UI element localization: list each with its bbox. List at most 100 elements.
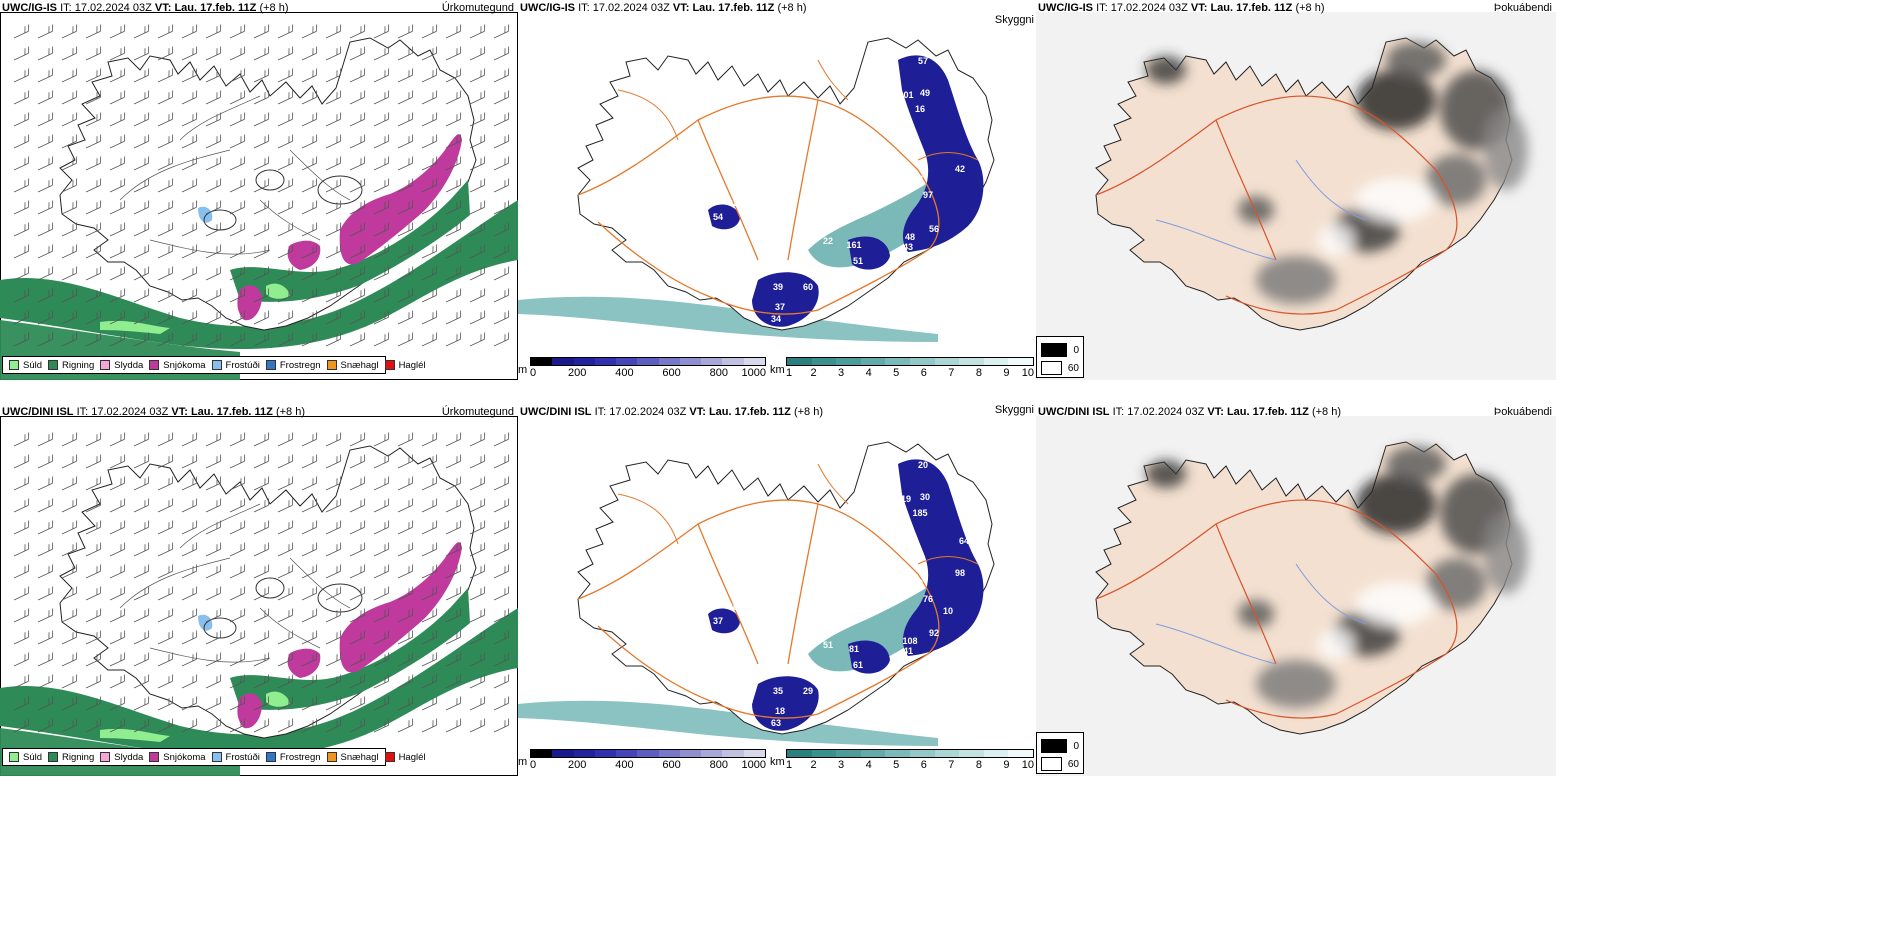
visibility-label: 22 [643, 66, 653, 76]
wind-barb-icon [37, 432, 54, 447]
colorbar-tick-label: 1 [786, 367, 793, 379]
wind-barb-icon [445, 332, 462, 347]
wind-barb-icon [325, 674, 342, 689]
wind-barb-icon [85, 68, 102, 83]
wind-barb-icon [349, 608, 366, 623]
wind-barb-icon [85, 46, 102, 61]
colorbar-step [658, 750, 680, 757]
wind-barb-icon [373, 718, 390, 733]
visibility-label: 20 [918, 460, 928, 470]
visibility-label: 63 [771, 718, 781, 728]
wind-barb-icon [349, 520, 366, 535]
wind-barb-icon [229, 696, 246, 711]
visibility-label: 53 [743, 696, 753, 706]
colorbar-ticks: 1 2 3 4 5 6 7 8 9 10 [786, 366, 1034, 380]
wind-barb-icon [229, 332, 246, 347]
wind-barb-icon [421, 476, 438, 491]
wind-barb-icon [133, 432, 150, 447]
wind-barb-icon [61, 564, 78, 579]
wind-barb-icon [469, 586, 486, 601]
legend-label: Slydda [114, 359, 144, 371]
it-label: IT: [594, 406, 607, 418]
wind-barb-icon [373, 178, 390, 193]
model-name: UWC/IG-IS [1038, 2, 1093, 14]
wind-barb-icon [85, 454, 102, 469]
wind-barb-icon [85, 520, 102, 535]
wind-barb-icon [37, 266, 54, 281]
wind-barb-icon [253, 244, 270, 259]
panel-title: Skyggni [994, 404, 1034, 416]
wind-barb-icon [397, 332, 414, 347]
wind-barb-icon [253, 222, 270, 237]
wind-barb-icon [349, 266, 366, 281]
wind-barb-icon [445, 652, 462, 667]
wind-barb-icon [13, 542, 30, 557]
wind-barb-icon [397, 68, 414, 83]
wind-barb-icon [493, 542, 510, 557]
wind-barb-icon [397, 24, 414, 39]
wind-barb-icon [205, 520, 222, 535]
colorbar-tick-label: 1000 [741, 367, 766, 379]
wind-barb-icon [349, 200, 366, 215]
elevation-colorbar: 0 200 400 600 800 1000 [530, 357, 766, 380]
colorbar-tick-label: 1 [786, 759, 793, 771]
wind-barb-icon [373, 608, 390, 623]
wind-barb-icon [13, 432, 30, 447]
wind-barb-icon [373, 46, 390, 61]
wind-barb-icon [61, 432, 78, 447]
visibility-label: 37 [775, 302, 785, 312]
wind-barb-icon [133, 586, 150, 601]
wind-barb-icon [157, 222, 174, 237]
visibility-label: 56 [803, 658, 813, 668]
wind-barb-icon [109, 134, 126, 149]
roads [577, 95, 940, 315]
legend-label: Frostúði [225, 751, 260, 763]
wind-barb-icon [301, 718, 318, 733]
drizzle-area [266, 283, 290, 299]
fog-layer [1146, 42, 1528, 304]
colorbar-step [573, 358, 595, 365]
wind-barb-icon [253, 90, 270, 105]
wind-barb-icon [205, 696, 222, 711]
wind-barb-icon [325, 542, 342, 557]
legend-swatch [265, 360, 276, 370]
legend-item: 60 [1041, 755, 1079, 773]
wind-barb-icon [373, 134, 390, 149]
wind-barb-icon [373, 696, 390, 711]
wind-barb-icon [85, 476, 102, 491]
visibility-area [848, 236, 890, 270]
wind-barb-icon [277, 432, 294, 447]
colorbar-step [811, 358, 837, 365]
wind-barb-icon [85, 498, 102, 513]
wind-barb-icon [349, 68, 366, 83]
glacier-outline [317, 175, 363, 205]
colorbar-step [909, 750, 935, 757]
visibility-label: 91 [803, 254, 813, 264]
wind-barb-icon [85, 564, 102, 579]
colorbar-step [679, 358, 702, 365]
wind-barb-icon [325, 520, 342, 535]
wind-barb-icon [13, 178, 30, 193]
legend-item: Haglél [384, 752, 426, 763]
visibility-label: 34 [771, 314, 781, 324]
wind-barb-icon [397, 200, 414, 215]
visibility-label: 92 [929, 628, 939, 638]
wind-barb-icon [301, 244, 318, 259]
wind-barb-icon [325, 222, 342, 237]
wind-barb-icon [109, 432, 126, 447]
fog-patch [1356, 178, 1436, 222]
wind-barb-icon [85, 432, 102, 447]
wind-barb-icon [13, 630, 30, 645]
roads [1095, 95, 1458, 315]
wind-barb-icon [349, 630, 366, 645]
wind-barb-icon [253, 432, 270, 447]
visibility-label: 80 [643, 470, 653, 480]
visibility-panel-bottom: 80 37 66 20 19 30 185 22 16 64 60 76 70 98 92 108 41 81 61… [518, 404, 1036, 776]
visibility-label: 98 [955, 568, 965, 578]
wind-barb-icon [277, 696, 294, 711]
legend-item: Frostúði [211, 360, 260, 371]
drizzle-area [266, 691, 290, 707]
rain-area [230, 180, 470, 302]
wind-barb-icon [13, 586, 30, 601]
wind-barb-icon [277, 498, 294, 513]
